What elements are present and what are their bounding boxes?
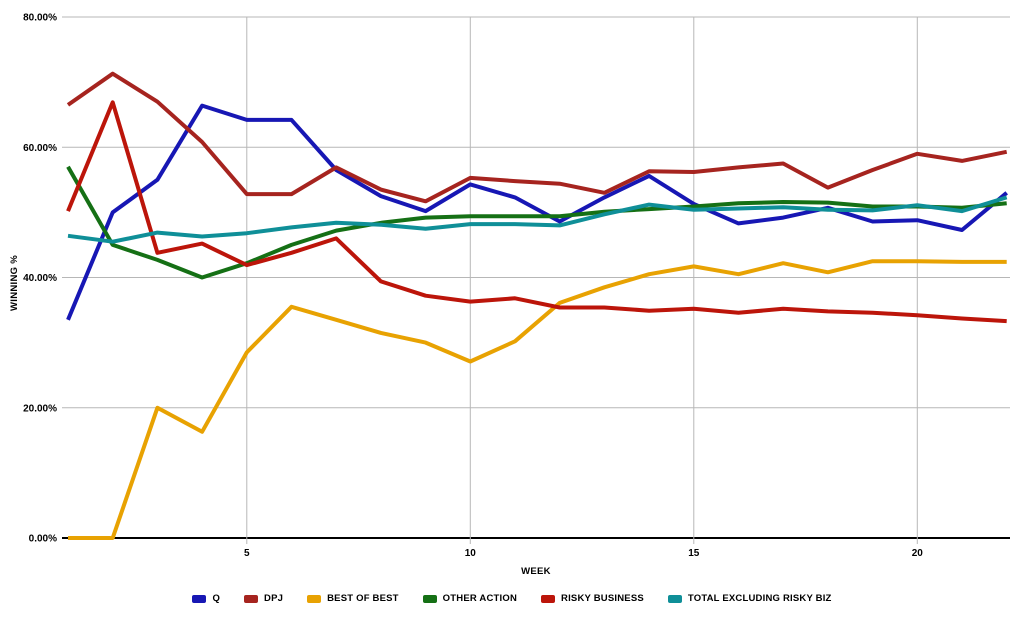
y-tick-label-20: 20.00% — [23, 403, 57, 414]
x-tick-label-15: 15 — [688, 548, 700, 559]
legend-label-total-excluding-risky-biz: TOTAL EXCLUDING RISKY BIZ — [687, 593, 832, 604]
y-tick-label-40: 40.00% — [23, 273, 57, 284]
chart-line-dpj — [66, 71, 1008, 204]
legend-swatch-best-of-best — [307, 594, 322, 603]
chart-line-total-excluding-risky-biz — [67, 195, 1008, 244]
legend-item-dpj[interactable]: DPJ — [244, 593, 283, 604]
legend-label-q: Q — [212, 593, 221, 604]
legend-item-best-of-best[interactable]: BEST OF BEST — [307, 593, 399, 604]
x-axis-tick-labels: 5 10 15 20 — [244, 548, 923, 559]
x-tick-label-5: 5 — [244, 548, 250, 559]
legend-swatch-q — [192, 594, 207, 603]
legend: Q DPJ BEST OF BEST OTHER ACTION RISKY BUSINE… — [0, 593, 1024, 604]
series-lines — [66, 71, 1008, 540]
legend-label-best-of-best: BEST OF BEST — [327, 593, 399, 604]
x-tick-label-10: 10 — [465, 548, 477, 559]
legend-item-q[interactable]: Q — [192, 593, 220, 604]
legend-item-total-excluding-risky-biz[interactable]: TOTAL EXCLUDING RISKY BIZ — [667, 593, 832, 604]
legend-label-dpj: DPJ — [264, 593, 284, 604]
legend-swatch-risky-business — [541, 594, 556, 603]
y-tick-label-60: 60.00% — [23, 143, 57, 154]
legend-swatch-other-action — [422, 594, 437, 603]
vertical-gridlines — [246, 17, 918, 544]
y-tick-label-80: 80.00% — [23, 13, 57, 24]
legend-label-other-action: OTHER ACTION — [442, 593, 518, 604]
chart-line-other-action — [66, 165, 1007, 280]
legend-swatch-dpj — [244, 594, 259, 603]
chart-line-best-of-best — [68, 259, 1007, 540]
x-axis-title: WEEK — [521, 566, 551, 577]
horizontal-gridlines — [62, 16, 1010, 539]
y-axis-title: WINNING % — [9, 255, 20, 311]
y-axis-tick-labels: 0.00% 20.00% 40.00% 60.00% 80.00% — [23, 13, 57, 545]
legend-item-other-action[interactable]: OTHER ACTION — [422, 593, 518, 604]
legend-label-risky-business: RISKY BUSINESS — [561, 593, 644, 604]
chart-line-q — [66, 103, 1008, 321]
legend-item-risky-business[interactable]: RISKY BUSINESS — [541, 593, 644, 604]
x-tick-label-20: 20 — [912, 548, 924, 559]
chart-line-risky-business — [66, 100, 1007, 324]
legend-swatch-total-excluding-risky-biz — [667, 594, 682, 603]
y-tick-label-0: 0.00% — [29, 534, 57, 545]
